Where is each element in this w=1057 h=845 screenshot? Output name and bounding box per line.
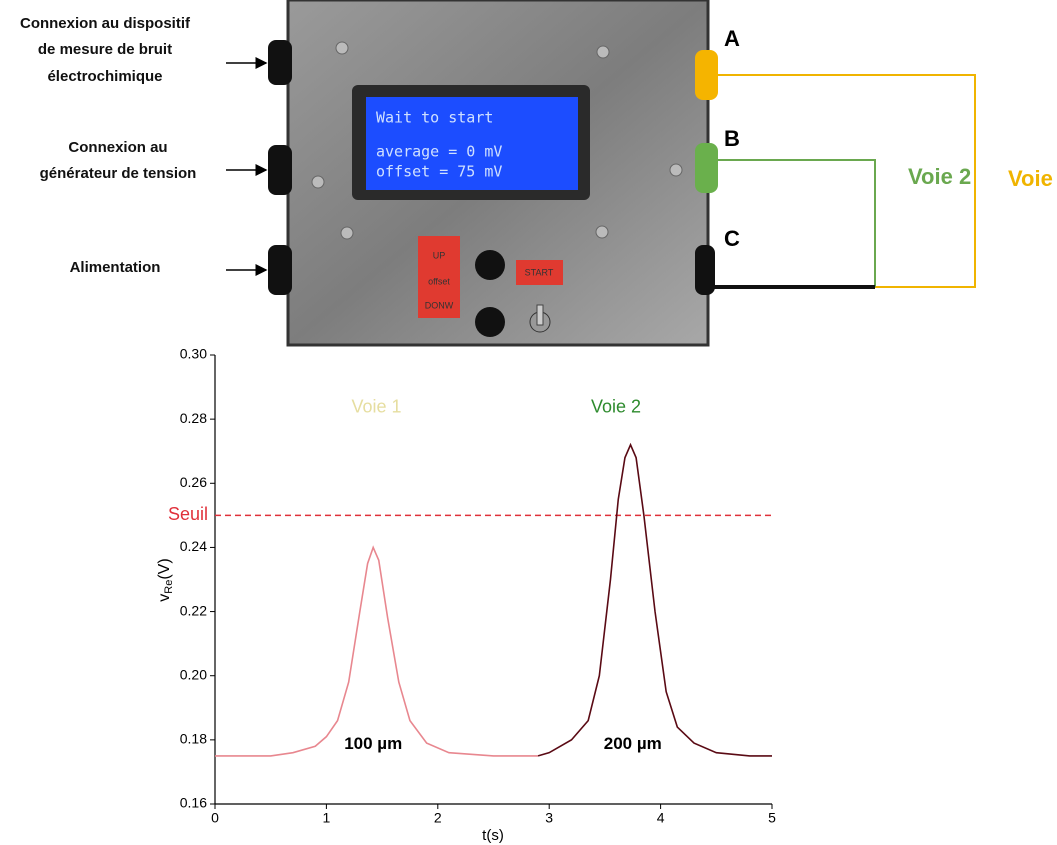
x-tick-label: 2 xyxy=(434,810,442,826)
offset-label-plate xyxy=(418,236,460,318)
y-tick-label: 0.24 xyxy=(180,538,207,554)
annotation: Voie 1 xyxy=(352,397,402,417)
lcd-line: offset = 75 mV xyxy=(376,163,502,181)
y-tick-label: 0.18 xyxy=(180,731,207,747)
left-label: Connexion au dispositif xyxy=(20,15,191,32)
x-tick-label: 1 xyxy=(323,810,331,826)
y-tick-label: 0.20 xyxy=(180,666,207,682)
data-line xyxy=(215,545,539,757)
threshold-label: Seuil xyxy=(168,504,208,524)
terminal-b xyxy=(695,143,718,193)
y-tick-label: 0.22 xyxy=(180,602,207,618)
left-label: Connexion au xyxy=(68,139,167,156)
x-tick-label: 4 xyxy=(657,810,665,826)
lcd-line: average = 0 mV xyxy=(376,143,502,161)
x-tick-label: 3 xyxy=(545,810,553,826)
button-text: DONW xyxy=(425,300,454,310)
annotation: Voie 2 xyxy=(591,397,641,417)
terminal-a xyxy=(695,50,718,100)
left-label: électrochimique xyxy=(47,68,162,85)
y-axis-label: vRe(V) xyxy=(156,558,175,601)
lcd-screen xyxy=(366,97,578,190)
terminal-c xyxy=(695,245,715,295)
y-tick-label: 0.30 xyxy=(180,346,207,362)
channel-label: Voie 2 xyxy=(908,164,971,189)
terminal-label: B xyxy=(724,126,740,151)
button-text: offset xyxy=(428,276,450,286)
knob xyxy=(475,307,505,337)
channel-label: Voie 1 xyxy=(1008,166,1057,191)
button-text: START xyxy=(525,267,554,277)
annotation: 200 µm xyxy=(604,734,662,753)
left-label: de mesure de bruit xyxy=(38,41,172,58)
left-label: générateur de tension xyxy=(40,165,197,182)
button-text: UP xyxy=(433,250,446,260)
terminal-label: A xyxy=(724,26,740,51)
data-line xyxy=(537,442,772,757)
lcd-line: Wait to start xyxy=(376,109,493,127)
annotation: 100 µm xyxy=(344,734,402,753)
y-tick-label: 0.16 xyxy=(180,795,207,811)
y-tick-label: 0.28 xyxy=(180,410,207,426)
start-label-plate xyxy=(516,260,563,285)
y-tick-label: 0.26 xyxy=(180,474,207,490)
x-tick-label: 5 xyxy=(768,810,776,826)
x-tick-label: 0 xyxy=(211,810,219,826)
knob xyxy=(475,250,505,280)
x-axis-label: t(s) xyxy=(482,827,504,844)
terminal-label: C xyxy=(724,226,740,251)
left-label: Alimentation xyxy=(70,259,161,276)
